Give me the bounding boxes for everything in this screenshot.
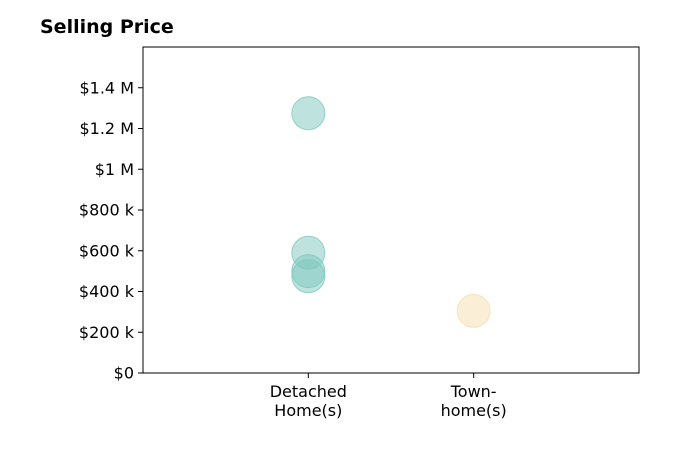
data-point — [291, 96, 326, 131]
plot-frame — [142, 46, 640, 374]
data-point — [456, 293, 491, 328]
y-tick-label: $800 k — [79, 201, 135, 220]
y-tick-label: $600 k — [79, 241, 135, 260]
x-axis: Detached Home(s) Town-home(s) — [270, 373, 507, 420]
y-axis: $0 $200 k $400 k $600 k $800 k $1 M $1.2 M $1.4… — [79, 78, 143, 383]
data-point — [291, 259, 326, 294]
y-tick-label: $0 — [114, 364, 134, 383]
y-tick-label: $400 k — [79, 282, 135, 301]
y-tick-label: $1.2 M — [79, 119, 134, 138]
x-tick-label: Detached Home(s) — [270, 382, 347, 420]
plot-area — [291, 96, 491, 328]
x-tick-label: Town-home(s) — [441, 382, 507, 420]
y-tick-label: $1 M — [95, 160, 134, 179]
chart-title: Selling Price — [40, 16, 174, 38]
y-tick-label: $1.4 M — [79, 78, 134, 97]
y-tick-label: $200 k — [79, 323, 135, 342]
